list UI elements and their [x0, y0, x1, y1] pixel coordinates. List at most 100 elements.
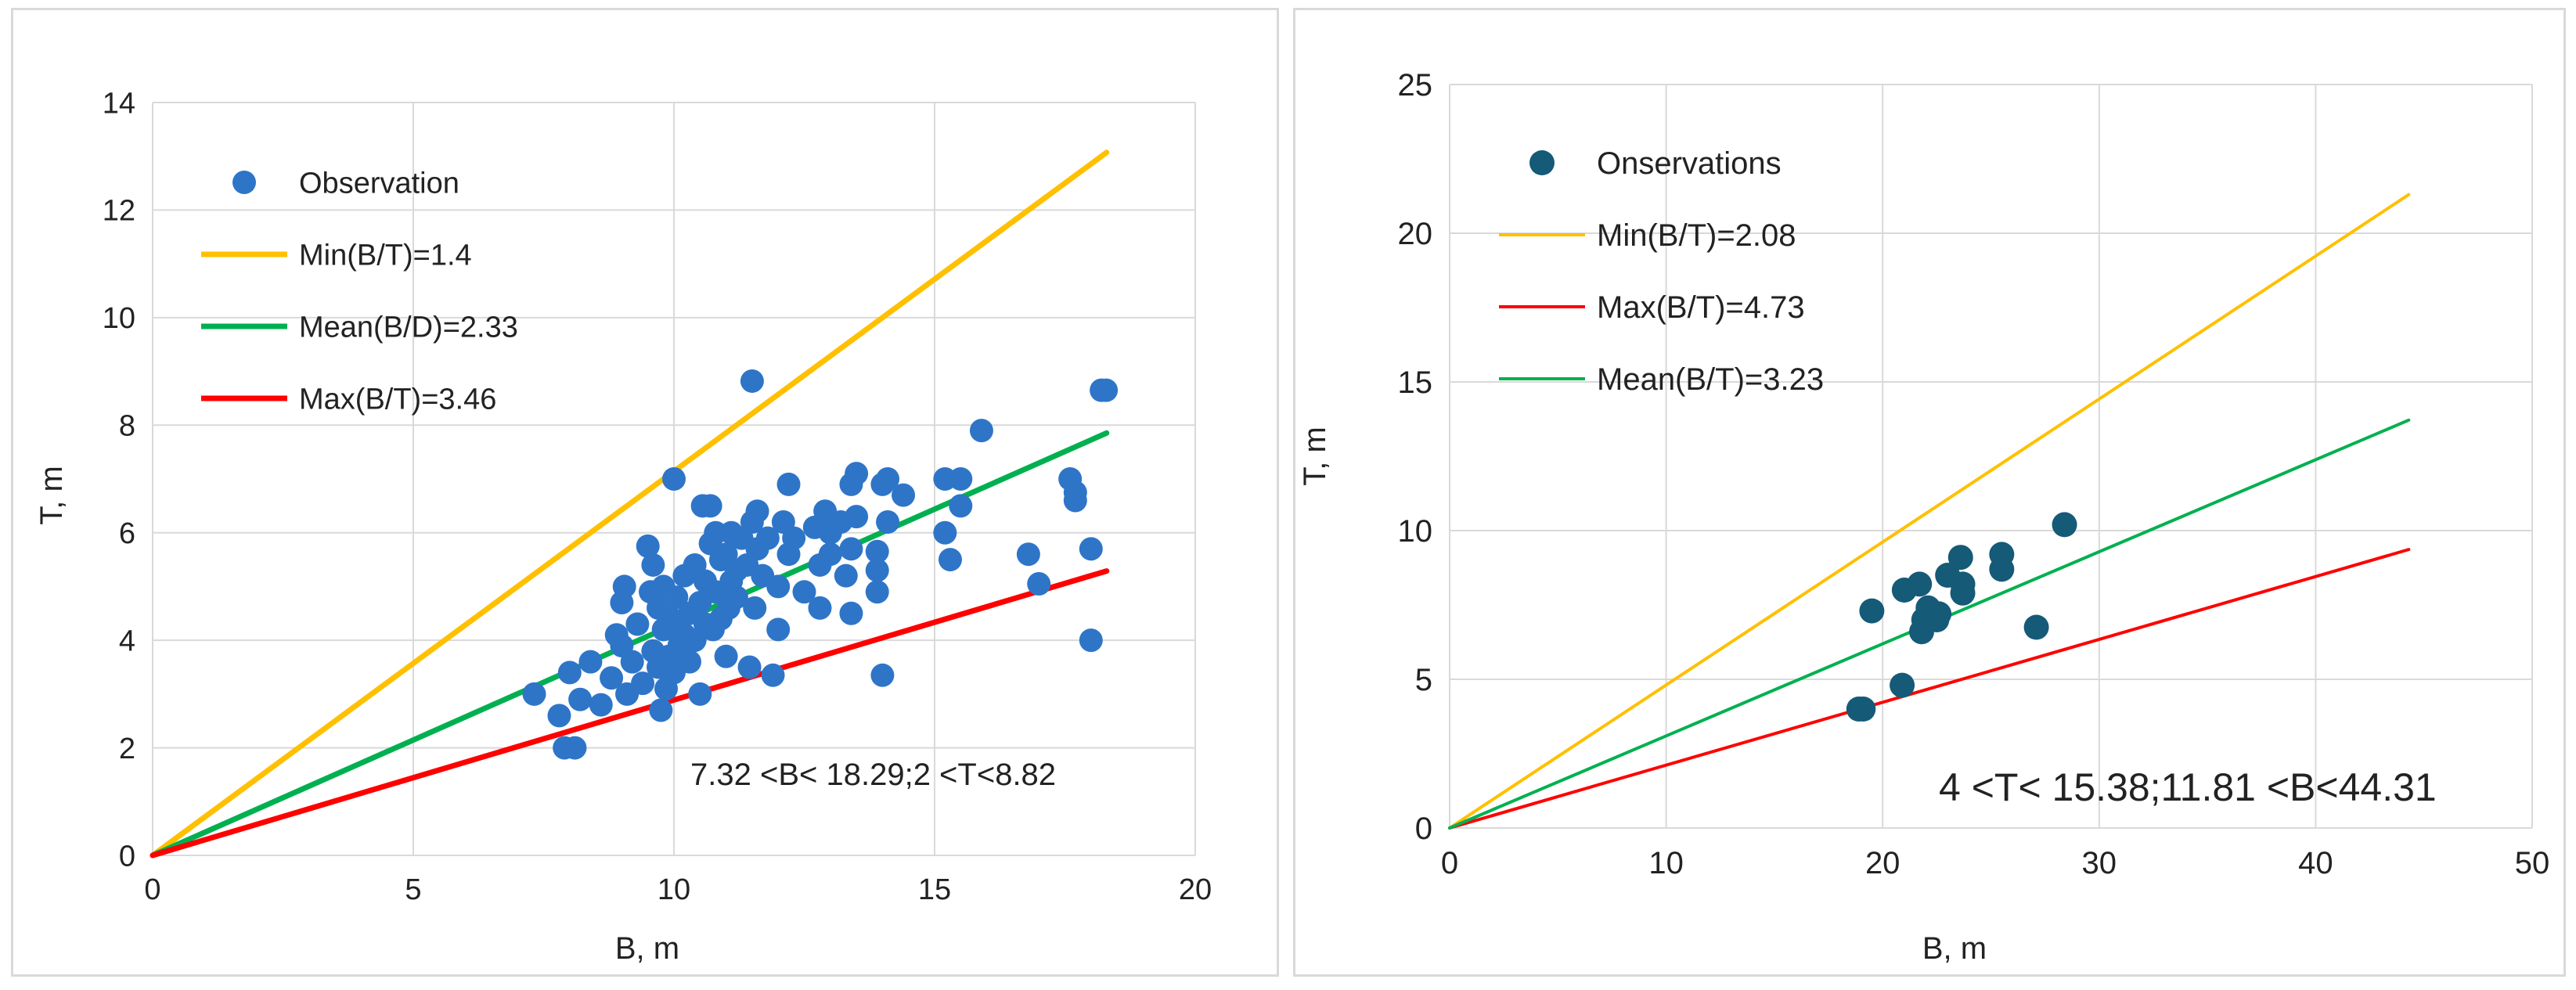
x-axis-label-right: B, m — [1922, 931, 1987, 966]
data-point — [876, 467, 900, 491]
data-point — [563, 736, 587, 760]
data-point — [641, 553, 665, 577]
data-point — [1926, 601, 1952, 627]
x-tick-label: 10 — [658, 873, 690, 906]
data-point — [755, 526, 780, 550]
data-point — [792, 580, 816, 604]
data-point — [600, 666, 624, 690]
data-point — [688, 682, 712, 706]
data-point — [589, 693, 613, 717]
y-tick-label: 12 — [103, 195, 135, 228]
data-point — [578, 650, 603, 674]
legend-right: Onservations Min(B/T)=2.08 Max(B/T)=4.73 Me… — [1499, 146, 1824, 397]
legend-marker-dot — [1529, 150, 1555, 175]
legend-label: Onservations — [1597, 146, 1782, 181]
legend-label: Max(B/T)=3.46 — [299, 383, 496, 416]
data-point — [933, 520, 957, 545]
grid-left — [152, 102, 1196, 856]
data-point — [1027, 571, 1051, 596]
x-tick-label: 15 — [918, 873, 951, 906]
data-point — [2052, 512, 2077, 538]
data-point — [743, 596, 767, 620]
legend-entry-0: Min(B/T)=1.4 — [201, 239, 472, 272]
x-tick-label: 10 — [1648, 846, 1684, 880]
legend-entry-observations: Observation — [232, 167, 459, 200]
data-point — [1079, 628, 1103, 653]
x-tick-label: 0 — [1441, 846, 1458, 880]
x-tick-label: 20 — [1865, 846, 1900, 880]
y-tick-label: 20 — [1398, 217, 1433, 251]
legend-label: Max(B/T)=4.73 — [1597, 290, 1805, 325]
x-tick-label: 5 — [405, 873, 421, 906]
data-point — [865, 580, 889, 604]
data-point — [865, 539, 889, 563]
y-tick-label: 25 — [1398, 68, 1433, 103]
axes-left: 0 2 4 6 8 10 12 14 0 5 10 15 20 — [103, 87, 1212, 906]
axes-right: 0 5 10 15 20 25 0 10 20 30 40 50 — [1398, 68, 2550, 880]
y-tick-label: 6 — [119, 517, 135, 550]
data-point — [892, 483, 916, 507]
x-tick-label: 50 — [2515, 846, 2550, 880]
y-tick-label: 5 — [1415, 663, 1432, 697]
chart-right-svg: 0 5 10 15 20 25 0 10 20 30 40 50 Onservations Min(B/… — [1298, 68, 2550, 966]
data-point — [714, 644, 738, 668]
legend-entry-1: Mean(B/D)=2.33 — [201, 311, 518, 344]
data-point — [766, 617, 791, 642]
y-tick-label: 15 — [1398, 365, 1433, 400]
data-point — [938, 548, 962, 572]
x-tick-label: 20 — [1179, 873, 1212, 906]
chart-left-svg: 0 2 4 6 8 10 12 14 0 5 10 15 20 Observation Min(B/T)=… — [34, 87, 1212, 966]
y-tick-label: 0 — [1415, 812, 1432, 846]
x-tick-label: 0 — [144, 873, 160, 906]
y-tick-label: 14 — [103, 87, 135, 120]
data-point — [1907, 571, 1933, 597]
data-point — [557, 661, 582, 685]
legend-label: Min(B/T)=1.4 — [299, 239, 472, 272]
data-point — [737, 655, 762, 679]
data-point — [665, 585, 689, 610]
data-point — [2023, 614, 2049, 640]
data-point — [766, 574, 791, 599]
legend-entry-0: Min(B/T)=2.08 — [1499, 218, 1796, 253]
data-point — [740, 369, 764, 393]
data-point — [1016, 542, 1040, 567]
trend-line-right-1 — [1448, 548, 2411, 830]
data-point — [745, 499, 769, 524]
y-tick-label: 2 — [119, 733, 135, 765]
data-point — [949, 467, 973, 491]
chart-panel-right: 0 5 10 15 20 25 0 10 20 30 40 50 Onservations Min(B/… — [1293, 8, 2566, 977]
data-point — [865, 558, 889, 582]
y-tick-label: 10 — [1398, 514, 1433, 549]
data-point — [568, 687, 593, 711]
legend-left: Observation Min(B/T)=1.4 Mean(B/D)=2.33 Max… — [201, 167, 518, 416]
data-point — [1094, 378, 1119, 402]
data-point — [870, 663, 895, 687]
data-point — [1947, 545, 1973, 571]
data-point — [1950, 580, 1976, 606]
trend-line-right-0 — [1448, 193, 2411, 830]
data-point — [522, 682, 546, 706]
data-point — [949, 494, 973, 518]
data-point — [612, 574, 636, 599]
trend-lines-right — [1448, 193, 2411, 830]
y-tick-label: 4 — [119, 625, 135, 657]
data-point — [808, 596, 832, 620]
x-tick-label: 30 — [2082, 846, 2117, 880]
data-point — [839, 601, 863, 625]
data-point — [1079, 537, 1103, 561]
data-point — [636, 534, 660, 558]
observation-points-left — [522, 369, 1119, 760]
data-point — [724, 585, 748, 610]
data-point — [845, 505, 869, 529]
y-axis-label-left: T, m — [34, 466, 69, 525]
legend-entry-2: Max(B/T)=3.46 — [201, 383, 496, 416]
data-point — [662, 467, 686, 491]
data-point — [782, 526, 806, 550]
data-point — [761, 663, 785, 687]
legend-marker-dot — [232, 171, 256, 194]
data-point — [1859, 598, 1885, 624]
data-point — [1890, 672, 1915, 698]
data-point — [547, 704, 571, 728]
legend-label: Observation — [299, 167, 459, 200]
data-point — [1063, 481, 1087, 505]
